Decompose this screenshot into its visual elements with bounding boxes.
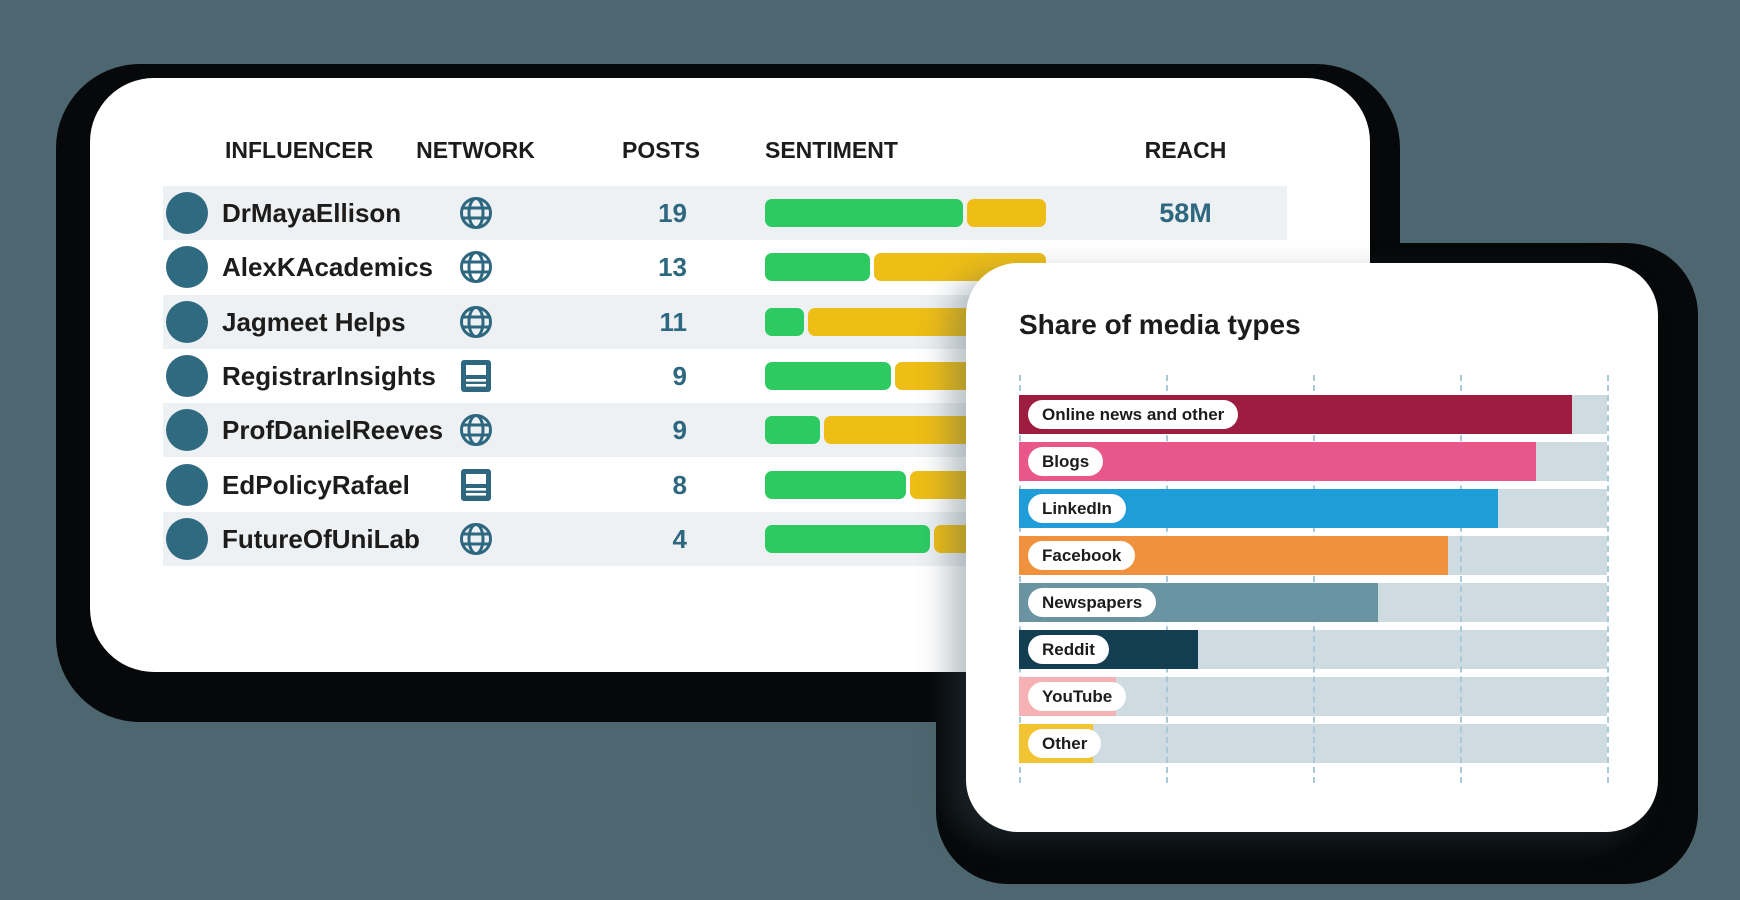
influencer-name: FutureOfUniLab [222,523,420,554]
gridline [1607,375,1609,783]
gridline [1019,375,1021,783]
chart-bar-label-pill: Online news and other [1028,400,1239,429]
reach-value: 58M [1159,198,1212,228]
posts-count: 8 [672,469,687,500]
influencer-name: DrMayaEllison [222,198,402,228]
globe-icon [413,240,538,294]
chart-bar-label-pill: LinkedIn [1028,494,1126,523]
sentiment-bar [765,199,1046,227]
gridline [1460,375,1462,783]
avatar [166,409,208,452]
posts-count: 4 [672,523,687,554]
chart-bar-label-pill: Facebook [1028,541,1136,570]
sentiment-negative-segment [967,199,1046,227]
chart-bar-label-pill: Reddit [1028,635,1109,664]
avatar [166,354,208,397]
column-header-posts: POSTS [622,137,700,163]
avatar [166,192,208,234]
table-row: DrMayaEllison 19 58M [163,186,1287,240]
sentiment-positive-segment [765,524,930,553]
posts-count: 19 [658,198,687,228]
influencer-name: Jagmeet Helps [222,306,406,337]
posts-count: 11 [659,306,688,337]
column-header-network: NETWORK [416,137,535,163]
influencer-name: EdPolicyRafael [222,469,410,500]
column-header-sentiment: SENTIMENT [765,137,898,163]
chart-bar-track: Blogs [1019,442,1607,481]
chart-bar-label-pill: Other [1028,729,1102,758]
sentiment-positive-segment [765,416,820,445]
chart-bar-track: LinkedIn [1019,489,1607,528]
avatar [166,246,208,289]
newspaper-icon [413,349,538,403]
chart-bar-label-pill: Blogs [1028,447,1104,476]
globe-icon [413,295,538,349]
gridline [1166,375,1168,783]
sentiment-positive-segment [765,361,891,390]
globe-icon [413,186,538,240]
sentiment-positive-segment [765,470,906,499]
chart-bar-label-pill: YouTube [1028,682,1127,711]
avatar [166,517,208,560]
posts-count: 13 [658,252,687,283]
influencer-name: AlexKAcademics [222,252,433,283]
media-types-chart-card: Share of media types Online news and oth… [966,263,1658,832]
sentiment-positive-segment [765,199,963,227]
chart-bar-label-pill: Newspapers [1028,588,1157,617]
sentiment-positive-segment [765,253,870,282]
sentiment-positive-segment [765,307,804,336]
chart-bar-track: Newspapers [1019,583,1607,622]
posts-count: 9 [672,360,687,391]
column-header-influencer: INFLUENCER [225,137,374,163]
avatar [166,463,208,506]
chart-bar-track: Facebook [1019,536,1607,575]
chart-bar-track: Online news and other [1019,395,1607,434]
bar-chart-plot-area: Online news and other Blogs LinkedIn Fac… [1019,375,1609,783]
globe-icon [413,512,538,566]
avatar [166,300,208,343]
posts-count: 9 [672,415,687,446]
globe-icon [413,403,538,457]
chart-title: Share of media types [1019,309,1301,340]
gridline [1313,375,1315,783]
table-row: AlexKAcademics 13 [163,240,1287,294]
table-header-row: INFLUENCER NETWORK POSTS SENTIMENT REACH [163,132,1287,168]
table-row: EdPolicyRafael 8 [163,458,1287,512]
column-header-reach: REACH [1144,137,1227,163]
influencer-name: ProfDanielReeves [222,415,444,446]
chart-bar-fill [1019,442,1536,481]
newspaper-icon [413,458,538,512]
influencer-name: RegistrarInsights [222,360,436,391]
